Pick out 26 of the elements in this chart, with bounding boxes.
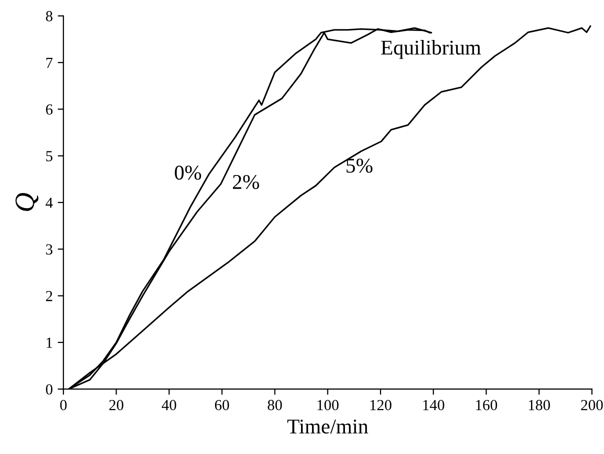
y-tick-label: 2 bbox=[46, 290, 52, 302]
annotation: Equilibrium bbox=[381, 40, 481, 59]
x-axis-title: Time/min bbox=[287, 420, 368, 434]
x-tick-label: 160 bbox=[476, 400, 498, 410]
x-tick-label: 200 bbox=[581, 400, 603, 410]
x-tick-label: 60 bbox=[214, 400, 230, 410]
y-axis-title: Q bbox=[16, 192, 38, 211]
y-tick-label: 5 bbox=[46, 151, 52, 162]
series-label: 0% bbox=[174, 166, 202, 180]
x-tick-label: 100 bbox=[318, 400, 339, 410]
x-tick-label: 20 bbox=[109, 400, 124, 410]
x-tick-label: 80 bbox=[268, 400, 282, 410]
series-label: 2% bbox=[232, 174, 260, 190]
y-tick-label: 6 bbox=[46, 104, 53, 115]
x-tick-label: 0 bbox=[60, 400, 67, 410]
series-label: 5% bbox=[346, 158, 372, 173]
x-tick-label: 40 bbox=[162, 400, 176, 410]
x-tick-label: 140 bbox=[423, 400, 444, 410]
y-tick-label: 3 bbox=[46, 244, 52, 255]
x-tick-label: 120 bbox=[370, 400, 392, 410]
y-tick-label: 4 bbox=[46, 198, 53, 208]
y-tick-label: 8 bbox=[46, 11, 52, 22]
y-tick-label: 7 bbox=[46, 58, 53, 68]
x-tick-label: 180 bbox=[528, 400, 550, 410]
y-tick-label: 1 bbox=[46, 338, 52, 348]
y-tick-label: 0 bbox=[46, 384, 52, 395]
